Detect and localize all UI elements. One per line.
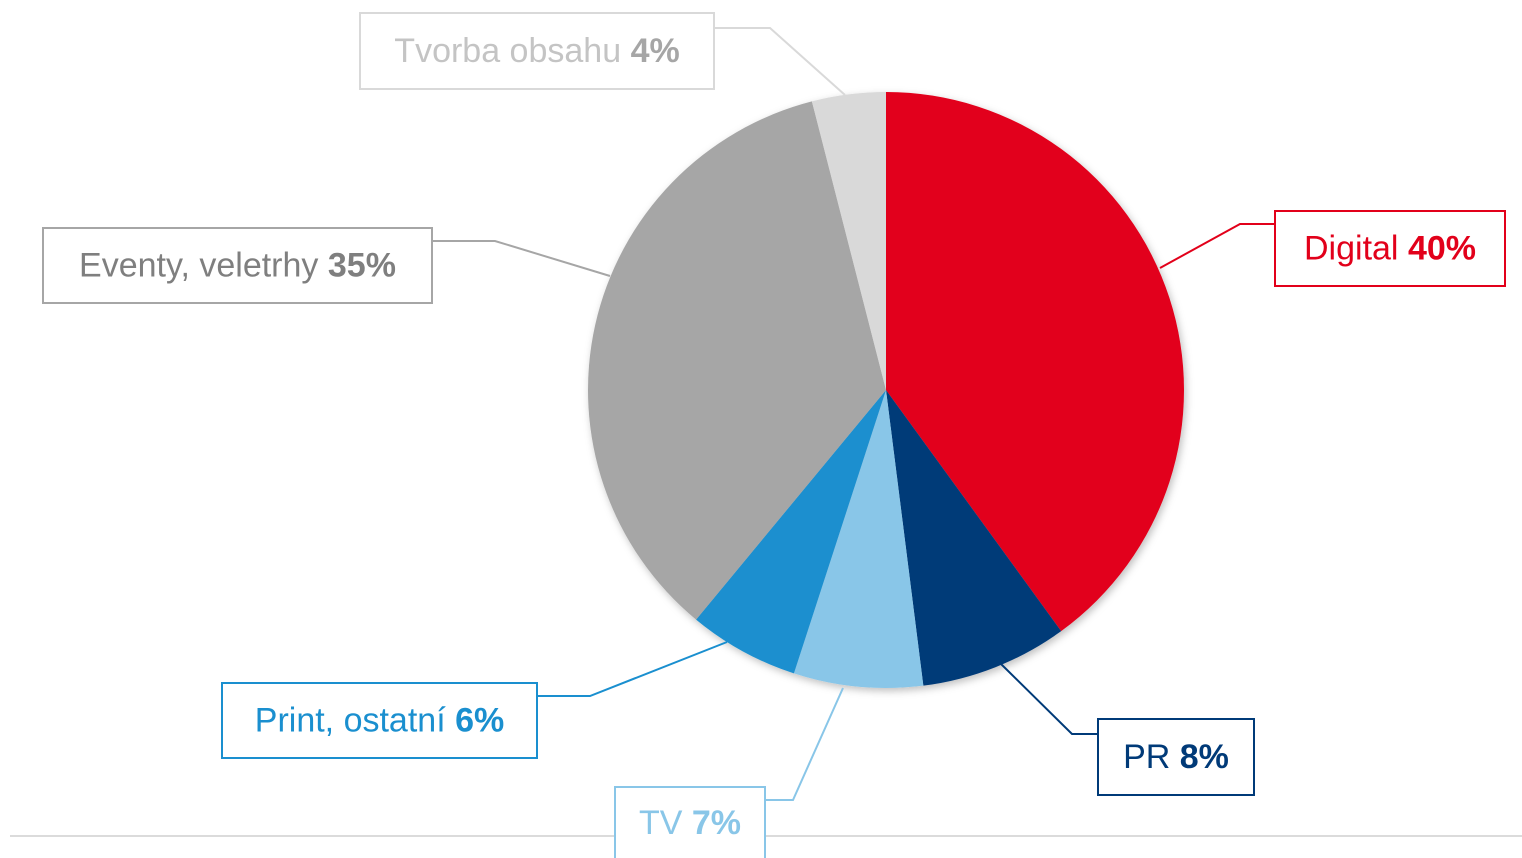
pie-slice	[811, 92, 886, 390]
pie-slice	[886, 92, 1185, 632]
leader-line	[432, 240, 611, 277]
category-name: PR	[1123, 738, 1170, 776]
value-label: 6%	[455, 701, 504, 739]
pie-slice	[696, 390, 886, 674]
value-label: 4%	[631, 32, 680, 70]
label-box	[359, 12, 715, 90]
label-box	[1274, 210, 1506, 287]
label-box	[42, 227, 433, 304]
pie	[588, 92, 1185, 689]
slice-label: Digital 40%	[1304, 229, 1476, 267]
label-box	[1097, 718, 1255, 796]
label-box	[221, 682, 538, 759]
pie-slice	[886, 390, 1062, 686]
slice-label: Tvorba obsahu 4%	[394, 32, 679, 70]
pie-slice	[793, 390, 924, 689]
category-name: TV	[639, 804, 683, 842]
leader-line	[765, 687, 844, 801]
leader-line	[714, 27, 846, 96]
leader-line	[537, 641, 728, 697]
category-name: Print, ostatní	[255, 701, 446, 739]
leader-line	[1159, 223, 1275, 269]
pie-slice	[588, 101, 886, 620]
value-label: 8%	[1180, 738, 1229, 776]
slice-label: TV 7%	[639, 804, 741, 842]
category-name: Eventy, veletrhy	[79, 246, 318, 284]
value-label: 40%	[1408, 229, 1476, 267]
label-box	[614, 786, 766, 858]
value-label: 7%	[692, 804, 741, 842]
value-label: 35%	[328, 246, 396, 284]
category-name: Digital	[1304, 229, 1398, 267]
category-name: Tvorba obsahu	[394, 32, 621, 70]
slice-label: Eventy, veletrhy 35%	[79, 246, 396, 284]
slice-label: PR 8%	[1123, 738, 1229, 776]
leader-line	[999, 662, 1098, 735]
slice-label: Print, ostatní 6%	[255, 701, 504, 739]
